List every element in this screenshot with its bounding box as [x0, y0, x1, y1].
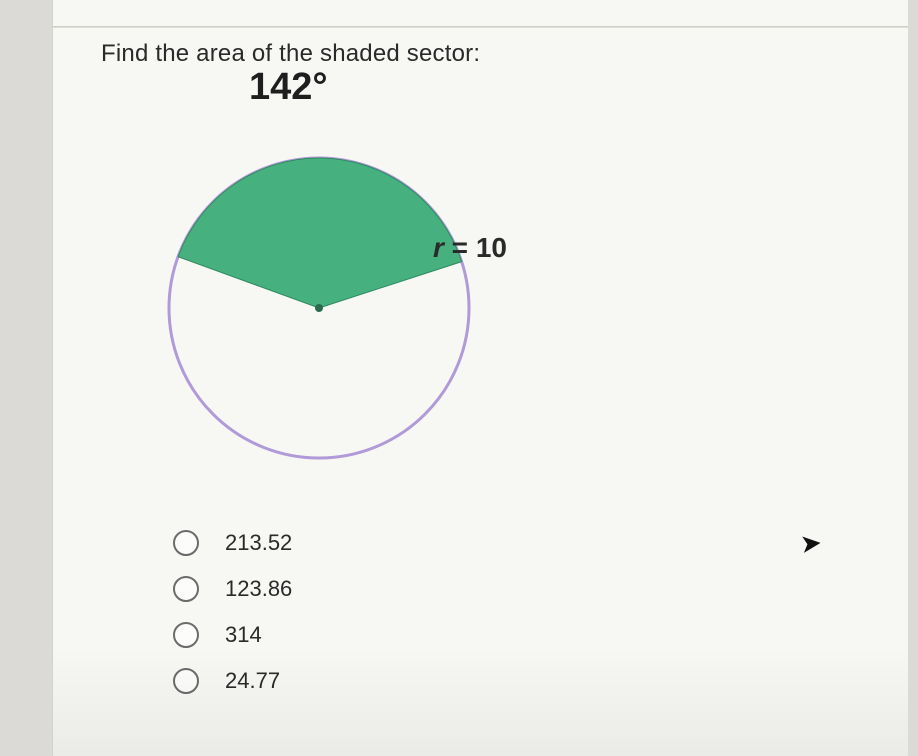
divider: [53, 26, 908, 28]
radio-icon[interactable]: [173, 668, 199, 694]
radius-eq: =: [444, 232, 476, 263]
question-prompt: Find the area of the shaded sector:: [101, 40, 888, 68]
radio-icon[interactable]: [173, 576, 199, 602]
cursor-icon: ➤: [798, 527, 823, 560]
answer-options: 213.52 123.86 314 24.77: [173, 520, 292, 704]
sector-chart-svg: [139, 128, 499, 488]
option-label: 123.86: [225, 576, 292, 602]
answer-option[interactable]: 24.77: [173, 658, 292, 704]
chart-center-dot: [315, 304, 323, 312]
option-label: 213.52: [225, 530, 292, 556]
answer-option[interactable]: 314: [173, 612, 292, 658]
answer-option[interactable]: 213.52: [173, 520, 292, 566]
chart-shaded-sector: [178, 158, 462, 308]
radius-value: 10: [476, 232, 507, 263]
sector-chart: [139, 128, 499, 488]
radius-var: r: [433, 232, 444, 263]
radio-icon[interactable]: [173, 530, 199, 556]
radio-icon[interactable]: [173, 622, 199, 648]
question-content: Find the area of the shaded sector: 142°…: [93, 40, 888, 109]
radius-label: r = 10: [433, 232, 507, 264]
option-label: 24.77: [225, 668, 280, 694]
sector-angle-label: 142°: [249, 66, 888, 109]
question-page: Find the area of the shaded sector: 142°…: [52, 0, 908, 756]
answer-option[interactable]: 123.86: [173, 566, 292, 612]
option-label: 314: [225, 622, 262, 648]
